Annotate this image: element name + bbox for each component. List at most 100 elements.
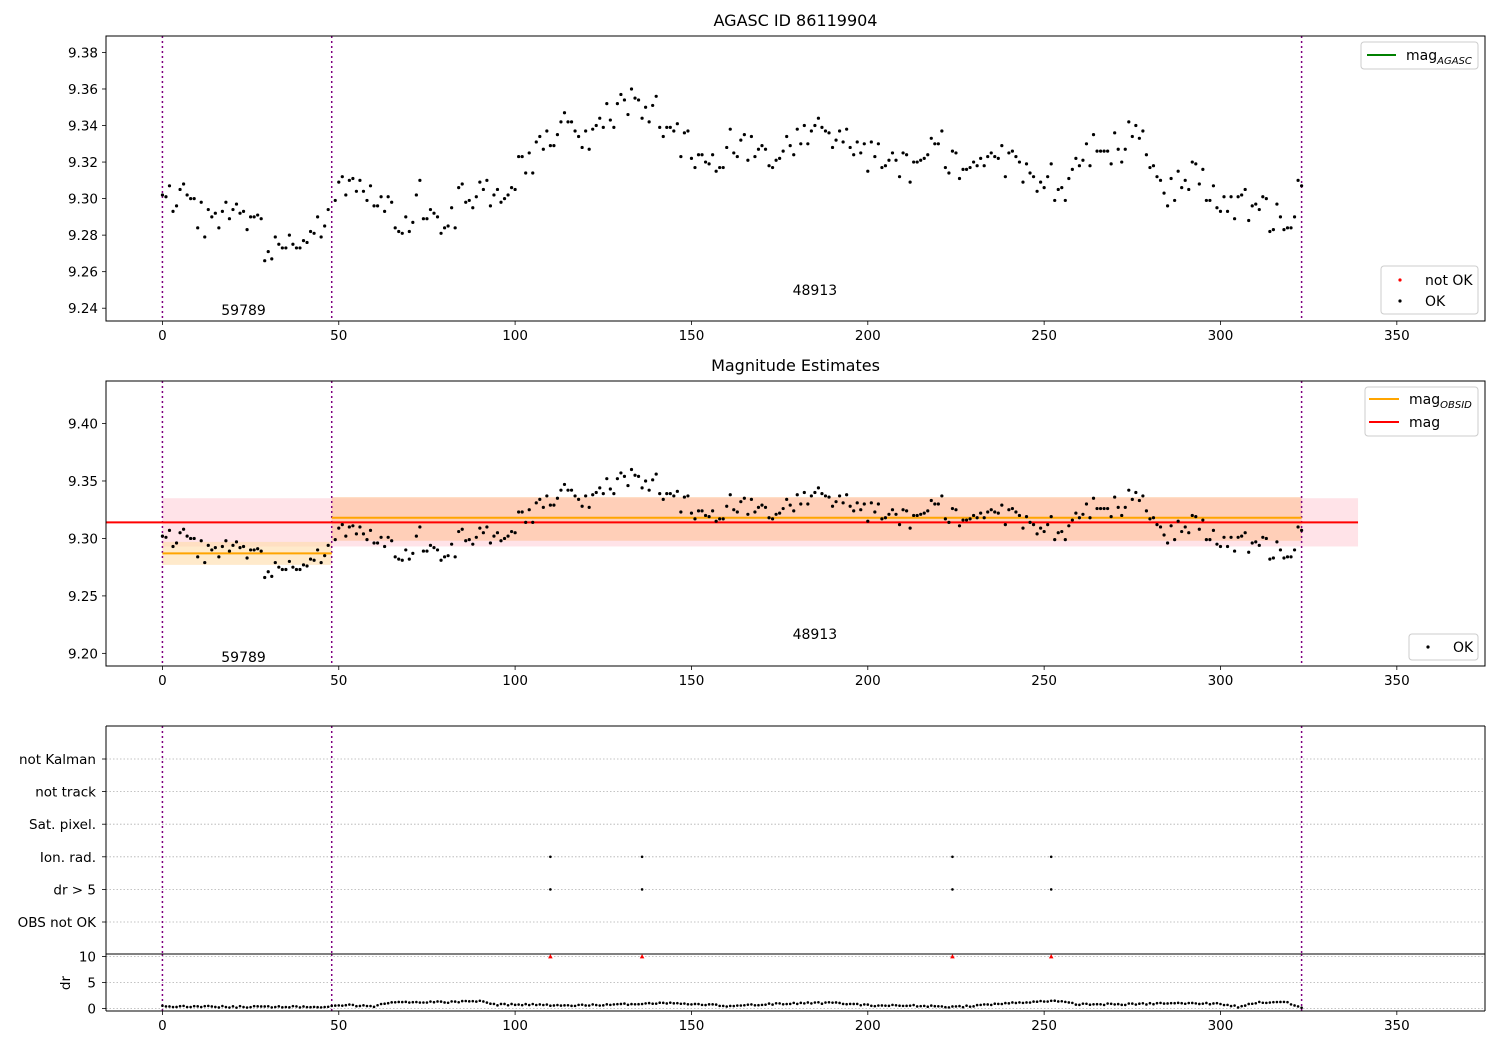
panel4-dr-point [252,1004,256,1008]
panel2-ok-point [947,520,951,524]
panel2-ok-point [545,494,549,498]
panel4-dr-point [235,1006,238,1009]
panel2-ok-point [1116,505,1120,510]
panel4-dr-point [1011,1001,1014,1004]
panel4-dr-outlier-marker [548,954,553,959]
panel4-dr-point [549,1004,552,1008]
panel4-dr-point [700,1003,704,1007]
panel2-ok-point [651,478,655,482]
panel1-ok-point [1039,180,1043,184]
panel4-dr-point [369,1004,372,1008]
panel4-dr-point [471,999,475,1003]
panel2-ok-point [1211,528,1216,532]
panel4-dr-point [552,1004,556,1007]
panel2-ok-point [725,504,729,508]
panel1-ok-point [654,94,658,98]
panel4-dr-point [594,1003,598,1007]
panel2-ok-point [213,546,217,550]
panel1-ok-point [622,98,627,102]
panel1-ok-point [358,178,362,182]
panel1-ok-point [527,151,531,155]
panel4-dr-point [1102,1003,1106,1007]
panel4-dr-point [778,1002,781,1005]
panel4-dr-point [326,1005,330,1009]
panel4-dr-point [1257,1000,1261,1004]
panel1-ok-point [689,156,694,161]
panel4-dr-point [866,1003,870,1006]
panel1-ok-point [492,193,496,197]
panel4-dr-point [171,1005,175,1009]
panel1-ok-point [217,226,221,230]
panel4-dr-point [1131,1002,1134,1005]
panel4-dr-point [422,1001,425,1004]
panel1-ok-point [467,198,471,203]
panel2-ok-point [957,524,962,528]
panel4-dr-point [961,1005,965,1009]
panel1-ok-point [340,175,344,179]
panel4-dr-point [1279,1000,1282,1004]
panel1-ok-point [890,151,895,155]
panel1-ok-point [1201,167,1205,171]
panel4-dr-point [1272,1000,1275,1004]
panel1-ok-point [587,147,591,151]
panel4-dr-point [993,1002,997,1005]
panel4-dr-point [397,1000,401,1004]
panel4-xtick-label: 50 [330,1018,347,1034]
panel2-ok-point [622,474,627,478]
panel1-ok-point [1060,186,1064,190]
panel1-legend-label: not OK [1425,273,1473,289]
panel2-ok-point [1123,505,1127,510]
panel4-dr-point [527,1003,531,1007]
panel1-ok-point [1257,207,1261,212]
panel4-dr-point [877,1004,880,1007]
panel2-ok-point [788,503,792,507]
panel2-ok-point [439,558,443,562]
panel4-dr-point [880,1004,884,1007]
panel1-ok-point [601,125,605,129]
panel4-dr-point [958,1004,961,1008]
panel2-ok-point [904,509,909,513]
panel2-ok-point [580,504,584,508]
panel4-dr-point [520,1003,524,1007]
panel4-dr-point [524,1002,527,1006]
panel4-dr-point [743,1003,746,1007]
panel2-ok-point [675,489,679,493]
panel3-flag-point [640,855,644,859]
panel4-dr-point [919,1004,923,1008]
panel2-ok-point [418,525,422,529]
panel2-ok-point [298,567,302,572]
panel2-ok-point [1268,557,1272,561]
panel1-ok-point [1113,131,1117,135]
panel4-dr-point [1095,1002,1099,1006]
panel1-ok-point [813,123,817,128]
panel4-dr-point [164,1005,168,1008]
panel4-dr-point [750,1003,753,1006]
panel1-ok-point [210,215,214,219]
panel4-dr-point [161,1004,164,1008]
panel1-ok-point [414,193,418,197]
panel4-dr-point [714,1003,718,1006]
panel2-ok-point [249,548,253,552]
panel1-ok-point [912,160,916,164]
panel4-dr-outlier-marker [950,954,955,959]
panel2-ok-point [224,539,228,543]
panel4-dr-point [566,1003,570,1007]
panel4-dr-point [245,1006,249,1009]
panel4-dr-point [940,1005,944,1008]
panel4-dr-point [266,1004,270,1008]
panel4-dr-point [1067,1001,1071,1004]
panel1-ok-point [1127,120,1131,124]
panel1-ok-point [1010,149,1015,153]
panel4-dr-point [393,1000,397,1004]
panel4-dr-point [436,1000,439,1003]
panel2-ok-point [689,511,694,515]
panel2-ok-point [830,504,835,508]
panel2-ok-point [252,548,256,552]
panel1-ok-point [598,116,602,120]
panel2-xtick-label: 300 [1208,673,1234,689]
panel4-dr-point [534,1003,538,1007]
panel4-dr-point [612,1003,616,1006]
panel4-dr-point [1159,1001,1162,1005]
panel1-ok-point [517,154,521,159]
